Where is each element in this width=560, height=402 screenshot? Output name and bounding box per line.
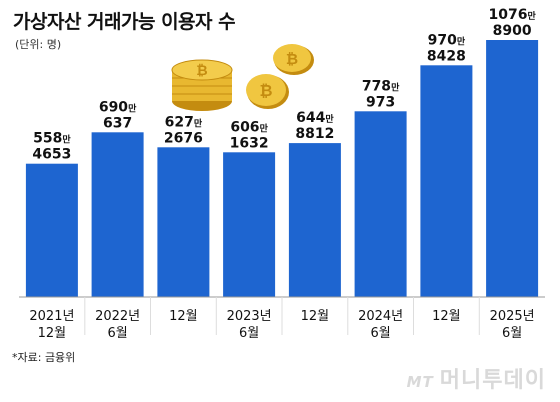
x-tick-label-1-0: 2022년 bbox=[95, 309, 140, 324]
data-label-man-0: 558만 bbox=[33, 131, 71, 147]
data-label-man-2: 627만 bbox=[165, 114, 203, 130]
x-tick-label-3-1: 6월 bbox=[239, 326, 259, 341]
data-label-man-5: 778만 bbox=[362, 78, 400, 94]
data-label-rest-5: 973 bbox=[366, 94, 395, 110]
data-label-rest-1: 637 bbox=[103, 115, 132, 131]
x-tick-label-7-1: 6월 bbox=[502, 326, 522, 341]
man-suffix: 만 bbox=[457, 35, 466, 47]
x-tick-label-5-0: 2024년 bbox=[358, 309, 403, 324]
svg-text:₿: ₿ bbox=[286, 50, 298, 68]
data-label-rest-3: 1632 bbox=[230, 135, 269, 151]
bar-3 bbox=[223, 152, 276, 297]
bar-4 bbox=[288, 143, 341, 297]
unit-label: (단위: 명) bbox=[15, 38, 62, 51]
bar-6 bbox=[420, 65, 473, 297]
man-suffix: 만 bbox=[260, 122, 269, 134]
bar-5 bbox=[354, 111, 407, 297]
x-tick-label-4-0: 12월 bbox=[301, 309, 330, 324]
x-tick-label-5-1: 6월 bbox=[370, 326, 390, 341]
data-label-man-1: 690만 bbox=[99, 99, 137, 115]
x-tick-label-2-0: 12월 bbox=[169, 309, 198, 324]
x-tick-label-3-0: 2023년 bbox=[227, 309, 272, 324]
man-suffix: 만 bbox=[62, 134, 71, 146]
watermark-mt: MT bbox=[406, 373, 434, 391]
x-tick-label-7-0: 2025년 bbox=[490, 309, 535, 324]
watermark-text: 머니투데이 bbox=[439, 368, 546, 393]
source-note: *자료: 금융위 bbox=[12, 351, 76, 364]
data-label-rest-0: 4653 bbox=[32, 147, 71, 163]
man-suffix: 만 bbox=[128, 102, 137, 114]
x-tick-label-1-1: 6월 bbox=[107, 326, 127, 341]
data-label-rest-2: 2676 bbox=[164, 130, 203, 146]
x-tick-label-6-0: 12월 bbox=[432, 309, 461, 324]
x-tick-label-0-1: 12월 bbox=[38, 326, 67, 341]
svg-text:₿: ₿ bbox=[196, 63, 207, 79]
chart-title: 가상자산 거래가능 이용자 수 bbox=[13, 11, 236, 33]
bar-2 bbox=[157, 147, 210, 297]
man-suffix: 만 bbox=[194, 117, 203, 129]
data-label-man-6: 970만 bbox=[428, 32, 466, 48]
man-suffix: 만 bbox=[391, 81, 400, 93]
x-tick-label-0-0: 2021년 bbox=[29, 309, 74, 324]
data-label-rest-6: 8428 bbox=[427, 48, 466, 64]
bar-1 bbox=[91, 132, 144, 297]
man-suffix: 만 bbox=[527, 10, 536, 22]
bar-7 bbox=[486, 40, 539, 297]
bar-0 bbox=[25, 163, 78, 297]
bitcoin-coins-icon: ₿ ₿ ₿ bbox=[171, 44, 314, 111]
data-label-rest-7: 8900 bbox=[493, 23, 532, 39]
data-label-man-3: 606만 bbox=[230, 119, 268, 135]
data-label-man-4: 644만 bbox=[296, 110, 334, 126]
watermark-logo: MT 머니투데이 bbox=[407, 362, 546, 394]
data-label-man-7: 1076만 bbox=[488, 7, 536, 23]
svg-text:₿: ₿ bbox=[259, 81, 272, 100]
man-suffix: 만 bbox=[325, 113, 334, 125]
data-label-rest-4: 8812 bbox=[295, 126, 334, 142]
